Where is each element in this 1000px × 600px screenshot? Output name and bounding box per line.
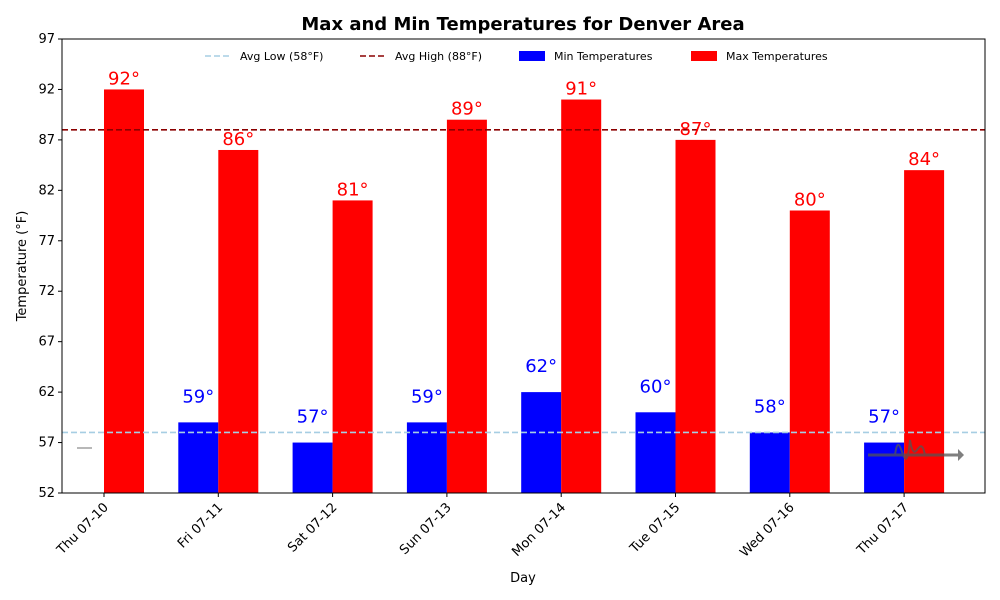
data-label-min-7: 57° — [868, 407, 900, 428]
x-tick-label-1: Fri 07-11 — [175, 500, 226, 551]
y-axis-title: Temperature (°F) — [15, 211, 30, 323]
x-axis-title: Day — [510, 571, 536, 586]
y-tick-label-9: 97 — [38, 32, 55, 47]
bar-max-3 — [446, 119, 487, 493]
x-tick-label-4: Mon 07-14 — [509, 500, 569, 560]
bar-min-6 — [749, 432, 790, 493]
data-label-min-3: 59° — [411, 386, 443, 407]
legend: Avg Low (58°F) Avg High (88°F) Min Tempera… — [205, 50, 828, 63]
y-tick-label-6: 82 — [38, 183, 55, 198]
bar-min-7 — [864, 442, 905, 493]
y-tick-label-2: 62 — [38, 385, 55, 400]
reference-lines-layer — [62, 129, 985, 434]
data-label-min-4: 62° — [525, 356, 557, 377]
x-tick-label-3: Sun 07-13 — [397, 500, 455, 558]
bar-max-5 — [675, 139, 716, 493]
bar-min-5 — [635, 412, 676, 493]
bar-max-6 — [789, 210, 830, 493]
bar-min-3 — [406, 422, 447, 493]
data-label-min-2: 57° — [297, 407, 329, 428]
legend-label-0: Avg Low (58°F) — [240, 50, 323, 63]
legend-label-3: Max Temperatures — [726, 50, 828, 63]
watermark-logo-icon — [868, 439, 964, 461]
bar-max-1 — [218, 149, 259, 493]
x-tick-label-7: Thu 07-17 — [854, 500, 912, 558]
data-label-max-7: 84° — [908, 149, 940, 170]
legend-swatch-3 — [691, 51, 717, 61]
bar-max-2 — [332, 200, 373, 493]
chart-title: Max and Min Temperatures for Denver Area — [301, 14, 744, 35]
data-label-max-6: 80° — [794, 190, 826, 211]
bar-min-1 — [178, 422, 219, 493]
data-label-max-4: 91° — [565, 79, 597, 100]
data-label-max-0: 92° — [108, 68, 140, 89]
x-tick-label-6: Wed 07-16 — [737, 500, 797, 560]
data-label-max-1: 86° — [222, 129, 254, 150]
data-labels-layer: 92° 59° 86° 57° 81° 59° 89° 62° 91° 60° 87° 58° 80° 5… — [108, 68, 940, 427]
data-label-min-5: 60° — [640, 376, 672, 397]
bar-max-0 — [104, 89, 144, 493]
bar-max-7 — [904, 170, 945, 493]
y-tick-label-0: 52 — [38, 486, 55, 501]
legend-label-2: Min Temperatures — [554, 50, 653, 63]
bars-layer — [104, 89, 945, 494]
plot-frame — [61, 38, 986, 494]
data-label-min-1: 59° — [182, 386, 214, 407]
bar-min-2 — [292, 442, 333, 493]
bar-min-4 — [521, 392, 562, 493]
y-tick-label-3: 67 — [38, 335, 55, 350]
x-tick-label-2: Sat 07-12 — [285, 500, 340, 555]
legend-label-1: Avg High (88°F) — [395, 50, 482, 63]
y-tick-label-8: 92 — [38, 82, 55, 97]
y-tick-label-7: 87 — [38, 133, 55, 148]
data-label-max-2: 81° — [337, 179, 369, 200]
x-tick-label-0: Thu 07-10 — [54, 500, 112, 558]
data-label-max-5: 87° — [680, 119, 712, 140]
legend-swatch-2 — [519, 51, 545, 61]
y-tick-label-5: 77 — [38, 234, 55, 249]
bar-max-4 — [561, 99, 602, 494]
y-tick-label-4: 72 — [38, 284, 55, 299]
x-tick-label-5: Tue 07-15 — [627, 500, 684, 557]
data-label-max-3: 89° — [451, 99, 483, 120]
data-label-min-6: 58° — [754, 396, 786, 417]
y-tick-label-1: 57 — [38, 436, 55, 451]
